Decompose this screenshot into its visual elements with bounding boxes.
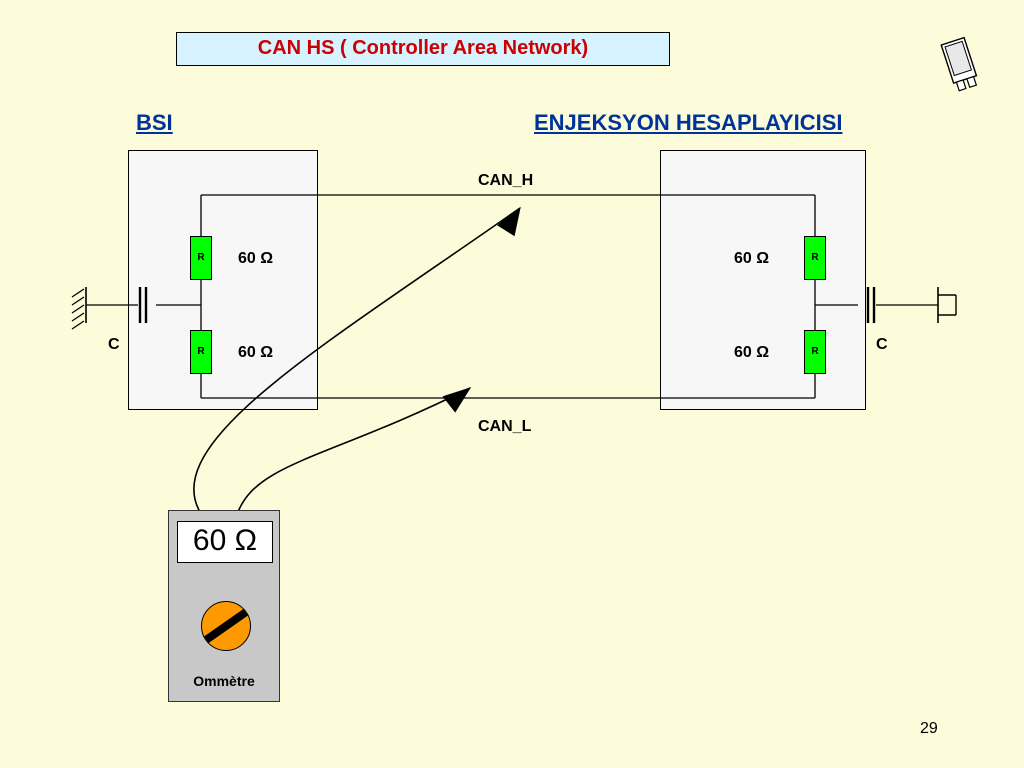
left-resistor-bottom: R xyxy=(190,330,212,374)
ohmmeter-label: Ommètre xyxy=(169,673,279,689)
ohmmeter: 60 Ω Ommètre xyxy=(168,510,280,702)
right-capacitor-label: C xyxy=(876,336,888,354)
left-module-box xyxy=(128,150,318,410)
right-module-box xyxy=(660,150,866,410)
right-module-label: ENJEKSYON HESAPLAYICISI xyxy=(534,110,843,136)
page-number: 29 xyxy=(920,720,938,738)
ohmmeter-dial-slot xyxy=(204,609,248,643)
ohmmeter-dial xyxy=(201,601,251,651)
right-ohm-top: 60 Ω xyxy=(734,250,769,268)
right-resistor-bottom: R xyxy=(804,330,826,374)
right-resistor-top: R xyxy=(804,236,826,280)
left-capacitor-label: C xyxy=(108,336,120,354)
ohmmeter-display: 60 Ω xyxy=(177,521,273,563)
connector-icon xyxy=(936,36,986,98)
slide-root: CAN HS ( Controller Area Network) BSI EN… xyxy=(0,0,1024,768)
left-ohm-bottom: 60 Ω xyxy=(238,344,273,362)
right-ohm-bottom: 60 Ω xyxy=(734,344,769,362)
title-text: CAN HS ( Controller Area Network) xyxy=(258,37,588,59)
left-resistor-top: R xyxy=(190,236,212,280)
title-box: CAN HS ( Controller Area Network) xyxy=(176,32,670,66)
left-module-label: BSI xyxy=(136,110,173,136)
can-h-label: CAN_H xyxy=(478,172,533,190)
can-l-label: CAN_L xyxy=(478,418,531,436)
left-ohm-top: 60 Ω xyxy=(238,250,273,268)
